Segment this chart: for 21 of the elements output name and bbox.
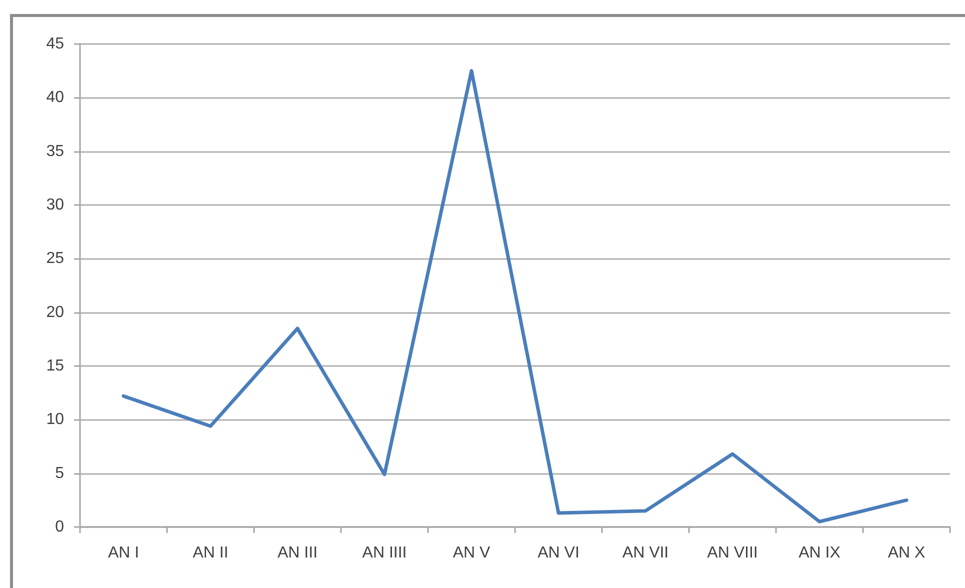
y-tick-label: 5: [55, 464, 64, 482]
y-tick-label: 20: [46, 304, 64, 321]
y-tick-label: 40: [46, 89, 64, 106]
y-tick-label: 25: [46, 250, 64, 268]
x-tick-label: AN VIII: [707, 544, 758, 562]
x-tick-label: AN V: [452, 544, 490, 562]
x-tick-label: AN I: [108, 544, 140, 562]
x-tick-label: AN VI: [538, 544, 580, 562]
line-series: [122, 69, 908, 524]
y-tick-label: 45: [46, 36, 64, 52]
y-tick-label: 0: [55, 518, 64, 536]
x-tick-label: AN X: [888, 544, 926, 562]
x-tick-label: AN VII: [622, 544, 669, 562]
x-tick-label: AN III: [277, 544, 318, 562]
x-tick-label: AN IIII: [362, 544, 407, 562]
y-tick-label: 30: [46, 196, 64, 214]
y-tick-label: 10: [46, 411, 64, 428]
y-tick-label: 15: [46, 358, 64, 374]
x-tick-label: AN II: [192, 544, 228, 562]
y-tick-label: 35: [46, 142, 64, 160]
x-tick-label: AN IX: [798, 544, 841, 562]
